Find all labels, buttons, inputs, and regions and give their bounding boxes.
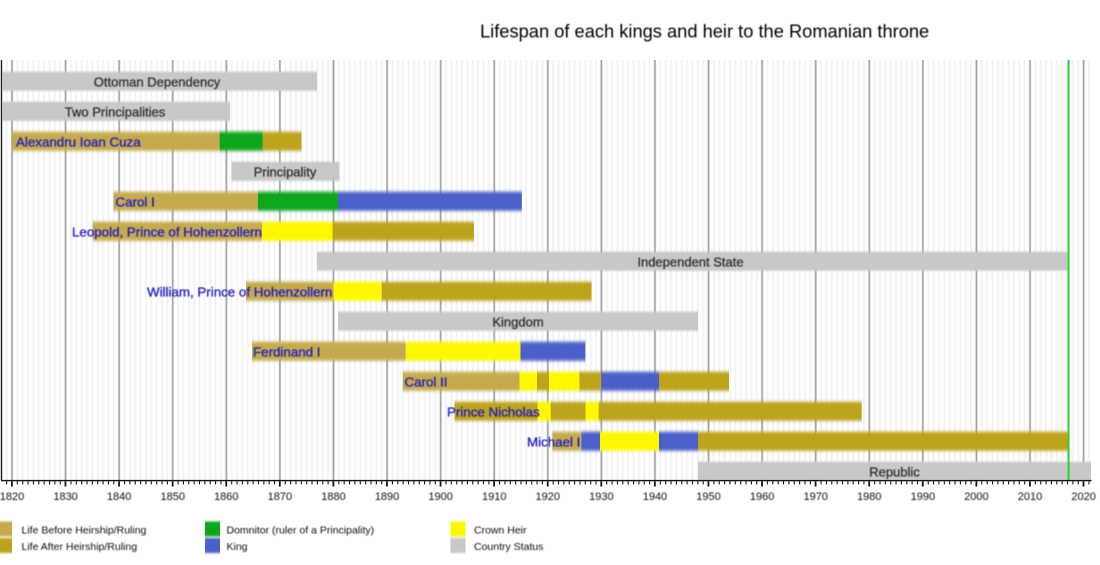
svg-text:Life After Heirship/Ruling: Life After Heirship/Ruling <box>22 541 138 553</box>
svg-text:Ottoman Dependency: Ottoman Dependency <box>94 74 221 89</box>
svg-text:Two Principalities: Two Principalities <box>65 104 166 119</box>
svg-text:1830: 1830 <box>53 491 77 503</box>
svg-text:Carol II: Carol II <box>405 374 448 389</box>
svg-text:1890: 1890 <box>375 491 399 503</box>
svg-text:Lifespan of each kings and hei: Lifespan of each kings and heir to the R… <box>480 21 929 42</box>
svg-text:1840: 1840 <box>107 491 131 503</box>
svg-text:Kingdom: Kingdom <box>492 314 543 329</box>
svg-text:William, Prince of Hohenzoller: William, Prince of Hohenzollern <box>147 284 332 299</box>
svg-text:1880: 1880 <box>321 491 345 503</box>
svg-text:1930: 1930 <box>589 491 613 503</box>
svg-text:2000: 2000 <box>964 491 988 503</box>
svg-text:Alexandru Ioan Cuza: Alexandru Ioan Cuza <box>16 134 141 149</box>
svg-text:1900: 1900 <box>428 491 452 503</box>
svg-text:1860: 1860 <box>214 491 238 503</box>
svg-text:1970: 1970 <box>803 491 827 503</box>
svg-text:1910: 1910 <box>482 491 506 503</box>
svg-text:1950: 1950 <box>696 491 720 503</box>
svg-text:1920: 1920 <box>536 491 560 503</box>
svg-text:Domnitor (ruler of a Principal: Domnitor (ruler of a Principality) <box>227 525 375 537</box>
svg-text:King: King <box>227 541 248 553</box>
svg-text:1850: 1850 <box>160 491 184 503</box>
svg-text:Country Status: Country Status <box>474 541 543 553</box>
svg-text:1990: 1990 <box>911 491 935 503</box>
svg-text:2010: 2010 <box>1018 491 1042 503</box>
svg-text:1940: 1940 <box>643 491 667 503</box>
svg-text:1960: 1960 <box>750 491 774 503</box>
svg-text:Michael I: Michael I <box>527 434 580 449</box>
svg-text:Republic: Republic <box>869 464 920 479</box>
svg-text:1870: 1870 <box>268 491 292 503</box>
svg-text:Prince Nicholas: Prince Nicholas <box>447 404 540 419</box>
svg-text:2020: 2020 <box>1071 491 1095 503</box>
svg-text:Crown Heir: Crown Heir <box>474 525 527 537</box>
svg-text:Leopold, Prince of Hohenzoller: Leopold, Prince of Hohenzollern <box>72 224 262 239</box>
svg-text:Principality: Principality <box>254 164 317 179</box>
svg-text:Independent State: Independent State <box>637 254 743 269</box>
svg-text:Life Before Heirship/Ruling: Life Before Heirship/Ruling <box>22 525 147 537</box>
svg-text:1980: 1980 <box>857 491 881 503</box>
svg-text:Ferdinand I: Ferdinand I <box>253 344 321 359</box>
svg-text:Carol I: Carol I <box>116 194 155 209</box>
svg-text:1820: 1820 <box>0 491 24 503</box>
